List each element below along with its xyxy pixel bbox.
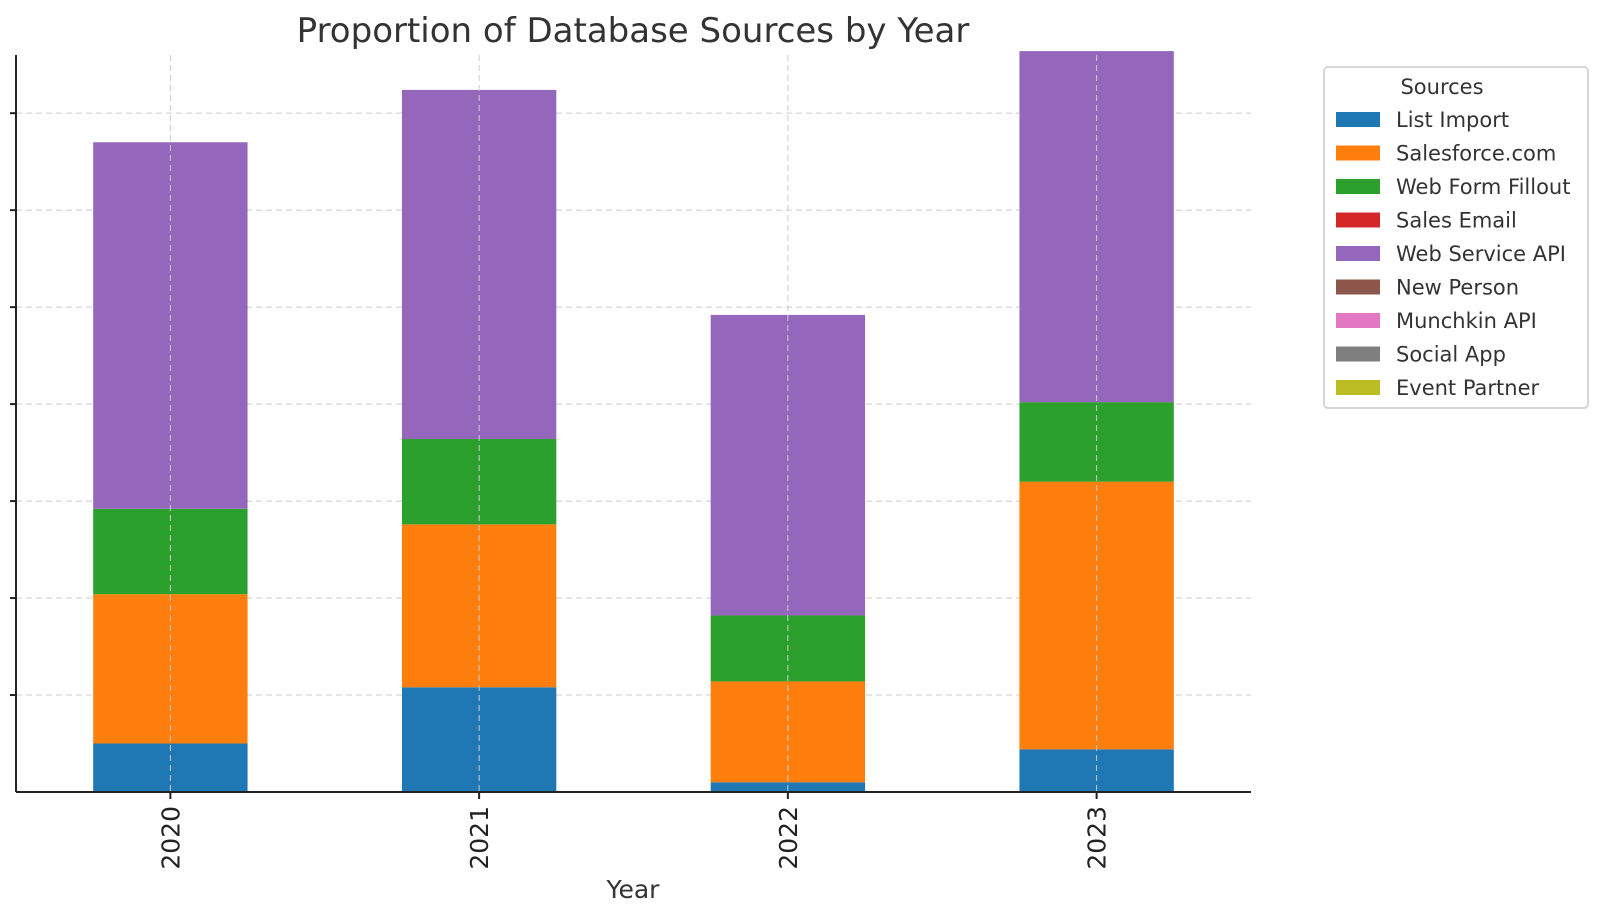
- x-axis-label: Year: [606, 875, 661, 904]
- x-tick-label: 2020: [156, 806, 185, 870]
- legend-label-salesforce-com: Salesforce.com: [1396, 142, 1556, 166]
- legend-swatch-munchkin-api: [1336, 313, 1380, 328]
- legend-label-sales-email: Sales Email: [1396, 209, 1517, 233]
- x-tick-label: 2023: [1083, 806, 1112, 870]
- legend-label-munchkin-api: Munchkin API: [1396, 309, 1537, 333]
- legend-label-list-import: List Import: [1396, 108, 1509, 132]
- legend: Sources List Import Salesforce.com Web For…: [1323, 66, 1589, 409]
- x-tick-label: 2021: [465, 806, 494, 870]
- chart-title: Proportion of Database Sources by Year: [297, 11, 970, 51]
- legend-swatch-sales-email: [1336, 212, 1380, 228]
- legend-label-web-form-fillout: Web Form Fillout: [1396, 175, 1570, 199]
- legend-label-web-service-api: Web Service API: [1396, 242, 1566, 266]
- legend-swatch-salesforce-com: [1336, 145, 1380, 161]
- legend-swatch-event-partner: [1336, 380, 1380, 395]
- legend-label-new-person: New Person: [1396, 276, 1519, 300]
- x-tick-label: 2022: [774, 806, 803, 870]
- bar-2020-web-form-fillout: [93, 508, 248, 595]
- bars: [93, 51, 1174, 792]
- legend-swatch-web-form-fillout: [1336, 179, 1380, 194]
- legend-swatch-web-service-api: [1336, 246, 1380, 261]
- legend-label-event-partner: Event Partner: [1396, 376, 1540, 400]
- legend-swatch-social-app: [1336, 346, 1380, 362]
- legend-title: Sources: [1400, 75, 1483, 99]
- legend-swatch-list-import: [1336, 112, 1380, 127]
- axes: [10, 55, 1251, 793]
- legend-items: List Import Salesforce.com Web Form Fillou…: [1336, 108, 1570, 400]
- x-ticks: 2020 2021 2022 2023: [156, 792, 1112, 870]
- legend-swatch-new-person: [1336, 279, 1380, 295]
- bar-2021-web-form-fillout: [401, 439, 557, 525]
- legend-label-social-app: Social App: [1396, 343, 1506, 367]
- legend-frame: [1323, 66, 1589, 409]
